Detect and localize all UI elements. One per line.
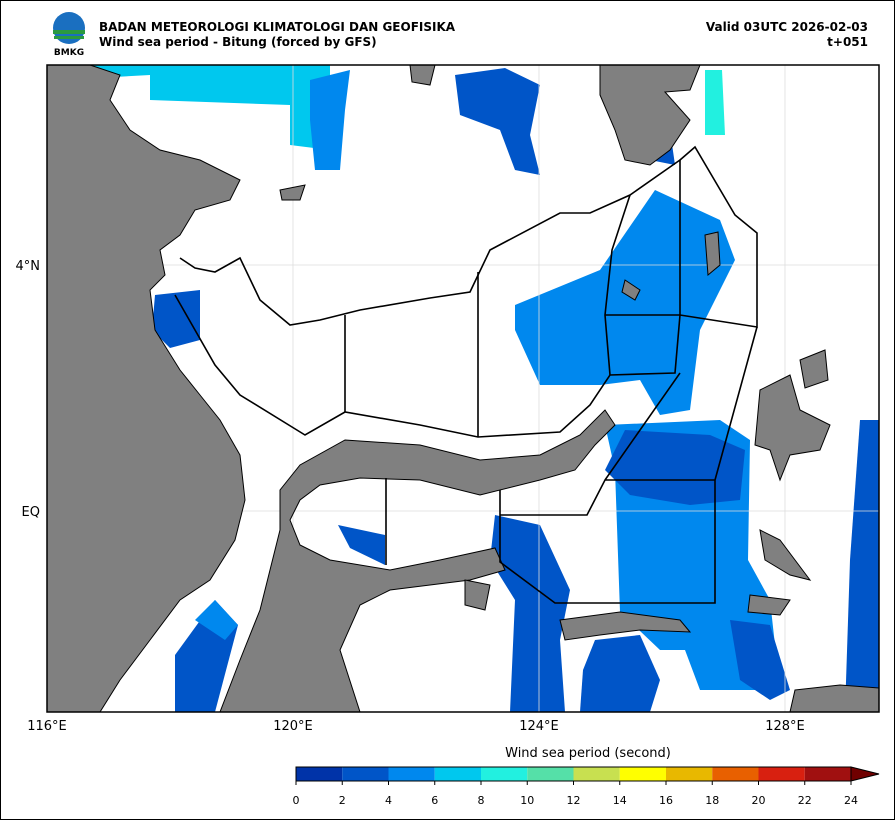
colorbar-tick-label: 14 bbox=[613, 794, 627, 807]
colorbar-swatch bbox=[481, 767, 528, 781]
logo-text: BMKG bbox=[54, 48, 84, 58]
map-frame bbox=[46, 64, 880, 713]
valid-time: Valid 03UTC 2026-02-03 bbox=[706, 20, 868, 34]
colorbar-tick-label: 12 bbox=[567, 794, 581, 807]
colorbar-tick-label: 4 bbox=[385, 794, 392, 807]
colorbar-tick-label: 16 bbox=[659, 794, 673, 807]
colorbar-swatch bbox=[296, 767, 343, 781]
colorbar-swatch bbox=[342, 767, 389, 781]
colorbar-tick-label: 18 bbox=[705, 794, 719, 807]
lon-label: 120°E bbox=[273, 719, 313, 734]
colorbar-tick-label: 8 bbox=[478, 794, 485, 807]
land bbox=[47, 65, 879, 712]
lat-label: 4°N bbox=[16, 259, 41, 274]
lon-label: 128°E bbox=[765, 719, 805, 734]
colorbar-tick-label: 2 bbox=[339, 794, 346, 807]
colorbar-swatch bbox=[712, 767, 759, 781]
colorbar: 0 2 4 6 8 10 12 14 16 18 20 22 24 bbox=[293, 766, 880, 807]
colorbar-tick-label: 22 bbox=[798, 794, 812, 807]
lon-label: 116°E bbox=[27, 719, 67, 734]
colorbar-label: Wind sea period (second) bbox=[505, 746, 671, 761]
agency: BADAN METEOROLOGI KLIMATOLOGI DAN GEOFIS… bbox=[99, 20, 456, 34]
colorbar-swatch bbox=[434, 767, 481, 781]
lat-label: EQ bbox=[22, 505, 40, 520]
colorbar-swatch bbox=[619, 767, 666, 781]
colorbar-tick-label: 6 bbox=[431, 794, 438, 807]
colorbar-swatch bbox=[388, 767, 435, 781]
colorbar-tick-label: 20 bbox=[752, 794, 766, 807]
colorbar-tick-label: 24 bbox=[844, 794, 858, 807]
colorbar-swatch bbox=[666, 767, 713, 781]
axes: 116°E 120°E 124°E 128°E 4°N EQ bbox=[16, 259, 805, 734]
lon-label: 124°E bbox=[519, 719, 559, 734]
colorbar-swatch bbox=[573, 767, 620, 781]
colorbar-swatch bbox=[758, 767, 805, 781]
subtitle: Wind sea period - Bitung (forced by GFS) bbox=[99, 35, 377, 49]
zones bbox=[174, 145, 758, 604]
logo: BMKG bbox=[53, 12, 85, 58]
lead-time: t+051 bbox=[827, 35, 868, 49]
colorbar-swatch bbox=[527, 767, 574, 781]
colorbar-tick-label: 10 bbox=[520, 794, 534, 807]
colorbar-swatch bbox=[804, 767, 851, 781]
map bbox=[47, 65, 879, 712]
colorbar-tick-label: 0 bbox=[293, 794, 300, 807]
